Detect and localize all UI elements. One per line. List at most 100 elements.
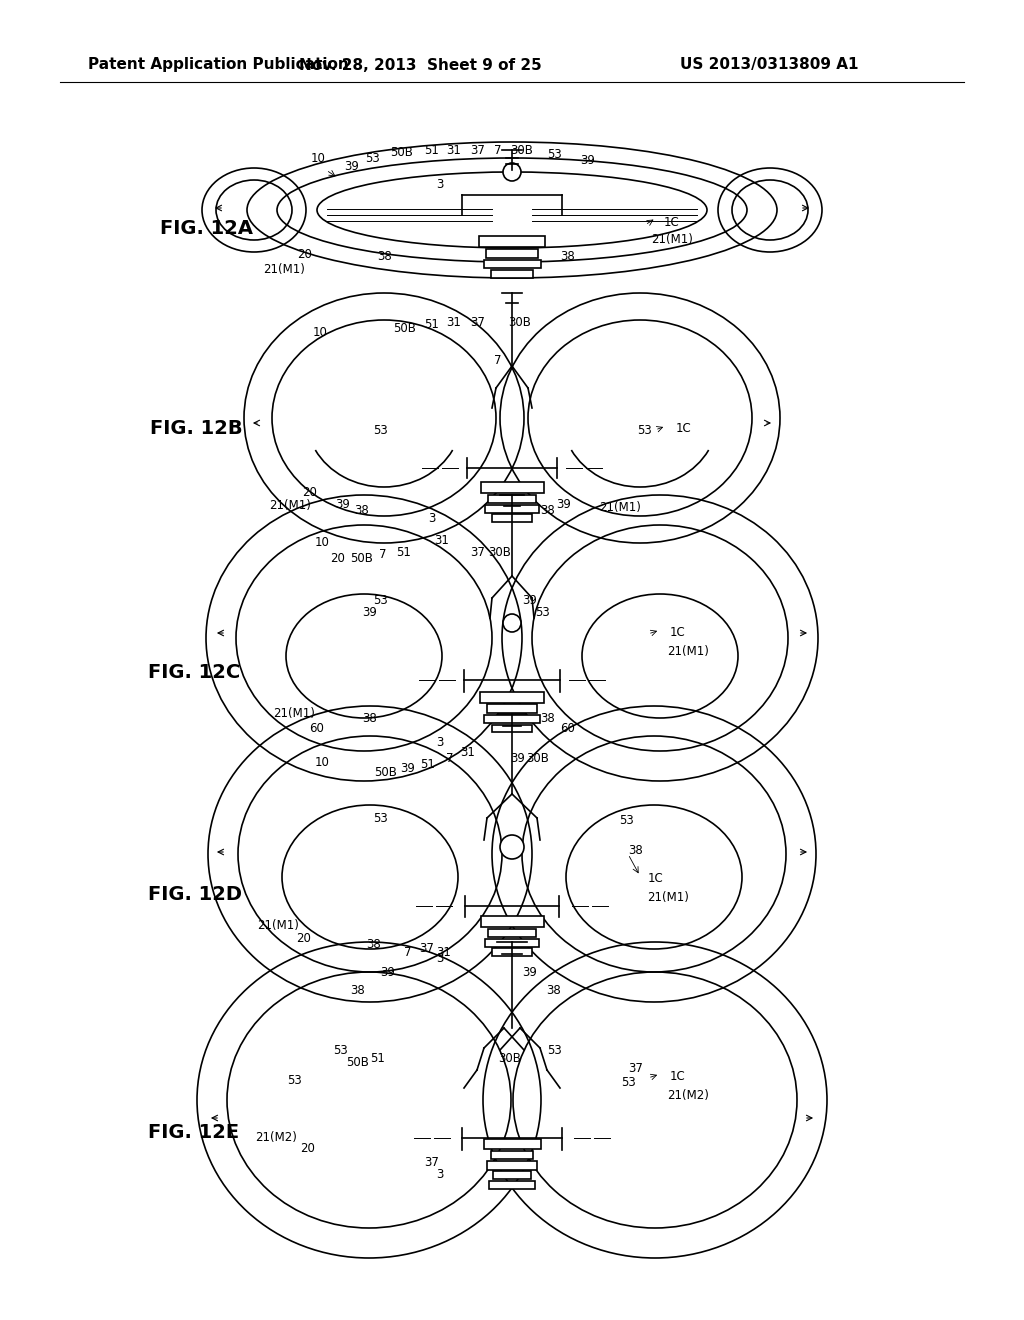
- Text: 3: 3: [436, 952, 443, 965]
- Text: 7: 7: [495, 144, 502, 157]
- Text: 37: 37: [425, 1155, 439, 1168]
- Text: 20: 20: [301, 1142, 315, 1155]
- Text: 1C: 1C: [670, 1069, 686, 1082]
- Text: 7: 7: [379, 549, 387, 561]
- Text: 53: 53: [333, 1044, 347, 1056]
- Bar: [487, 705, 537, 713]
- Text: Patent Application Publication: Patent Application Publication: [88, 58, 349, 73]
- Text: 39: 39: [522, 594, 538, 606]
- Text: 7: 7: [495, 354, 502, 367]
- Text: FIG. 12D: FIG. 12D: [148, 884, 242, 903]
- Text: 1C: 1C: [676, 421, 692, 434]
- Text: US 2013/0313809 A1: US 2013/0313809 A1: [680, 58, 858, 73]
- Text: FIG. 12A: FIG. 12A: [160, 219, 253, 238]
- Bar: [487, 928, 537, 937]
- Text: 50B: 50B: [375, 766, 397, 779]
- Text: 50B: 50B: [390, 147, 414, 160]
- Text: 30B: 30B: [488, 545, 511, 558]
- Text: 37: 37: [471, 315, 485, 329]
- Text: 21(M2): 21(M2): [255, 1131, 297, 1144]
- Text: 31: 31: [461, 746, 475, 759]
- Text: 50B: 50B: [346, 1056, 370, 1068]
- Text: 39: 39: [522, 965, 538, 978]
- Text: 38: 38: [560, 251, 575, 264]
- Text: 31: 31: [434, 533, 450, 546]
- Text: 39: 39: [511, 751, 525, 764]
- Bar: [480, 482, 544, 492]
- Bar: [492, 271, 532, 277]
- Text: 38: 38: [350, 983, 366, 997]
- Text: 20: 20: [297, 932, 311, 945]
- Text: 10: 10: [312, 326, 328, 338]
- Text: 60: 60: [309, 722, 325, 734]
- Text: 39: 39: [362, 606, 378, 619]
- Text: 1C: 1C: [670, 626, 686, 639]
- Text: 50B: 50B: [350, 552, 374, 565]
- Text: 31: 31: [446, 315, 462, 329]
- Text: 39: 39: [400, 762, 416, 775]
- Text: 3: 3: [436, 735, 443, 748]
- Text: 30B: 30B: [499, 1052, 521, 1064]
- Text: 30B: 30B: [526, 751, 550, 764]
- Bar: [487, 495, 537, 503]
- Circle shape: [500, 836, 524, 859]
- Text: 1C: 1C: [648, 871, 664, 884]
- Text: 3: 3: [436, 1168, 443, 1181]
- Bar: [492, 725, 532, 733]
- Text: 37: 37: [471, 545, 485, 558]
- Text: 39: 39: [344, 160, 359, 173]
- Circle shape: [503, 614, 521, 632]
- Text: 21(M1): 21(M1): [263, 264, 305, 276]
- Text: 30B: 30B: [511, 144, 534, 157]
- Bar: [489, 1181, 535, 1188]
- Text: 53: 53: [373, 812, 387, 825]
- Text: 53: 53: [535, 606, 549, 619]
- Text: 51: 51: [425, 144, 439, 157]
- Text: 21(M1): 21(M1): [269, 499, 311, 511]
- Text: FIG. 12E: FIG. 12E: [148, 1122, 240, 1142]
- Text: FIG. 12C: FIG. 12C: [148, 664, 241, 682]
- Text: 21(M2): 21(M2): [667, 1089, 709, 1102]
- Text: 39: 39: [557, 499, 571, 511]
- Text: 1C: 1C: [665, 215, 680, 228]
- Text: Nov. 28, 2013  Sheet 9 of 25: Nov. 28, 2013 Sheet 9 of 25: [299, 58, 542, 73]
- Text: 20: 20: [331, 552, 345, 565]
- Text: 37: 37: [629, 1061, 643, 1074]
- Text: 53: 53: [373, 594, 387, 606]
- Bar: [492, 1151, 532, 1159]
- Bar: [483, 1139, 541, 1148]
- Text: 21(M1): 21(M1): [647, 891, 689, 904]
- Text: 21(M1): 21(M1): [257, 920, 299, 932]
- Bar: [486, 249, 538, 257]
- Text: 53: 53: [547, 149, 561, 161]
- Text: 20: 20: [302, 486, 317, 499]
- Text: 53: 53: [548, 1044, 562, 1056]
- Text: 7: 7: [446, 751, 454, 764]
- Text: 10: 10: [310, 152, 326, 165]
- Bar: [480, 692, 544, 702]
- Text: 38: 38: [541, 503, 555, 516]
- Text: 60: 60: [560, 722, 575, 734]
- Text: 38: 38: [367, 937, 381, 950]
- Text: FIG. 12B: FIG. 12B: [150, 418, 243, 437]
- Bar: [493, 515, 531, 521]
- Text: 30B: 30B: [509, 315, 531, 329]
- Text: 3: 3: [428, 511, 435, 524]
- Text: 20: 20: [298, 248, 312, 261]
- Text: 37: 37: [471, 144, 485, 157]
- Text: 50B: 50B: [393, 322, 417, 334]
- Text: 31: 31: [436, 945, 452, 958]
- Text: 3: 3: [436, 178, 443, 191]
- Text: 39: 39: [336, 499, 350, 511]
- Bar: [484, 714, 540, 723]
- Bar: [483, 260, 541, 268]
- Text: 51: 51: [425, 318, 439, 331]
- Text: 21(M1): 21(M1): [273, 708, 315, 721]
- Circle shape: [503, 162, 521, 181]
- Bar: [485, 504, 539, 512]
- Bar: [493, 1171, 531, 1179]
- Text: 51: 51: [396, 545, 412, 558]
- Text: 10: 10: [314, 755, 330, 768]
- Text: 53: 53: [365, 152, 379, 165]
- Text: 53: 53: [637, 424, 651, 437]
